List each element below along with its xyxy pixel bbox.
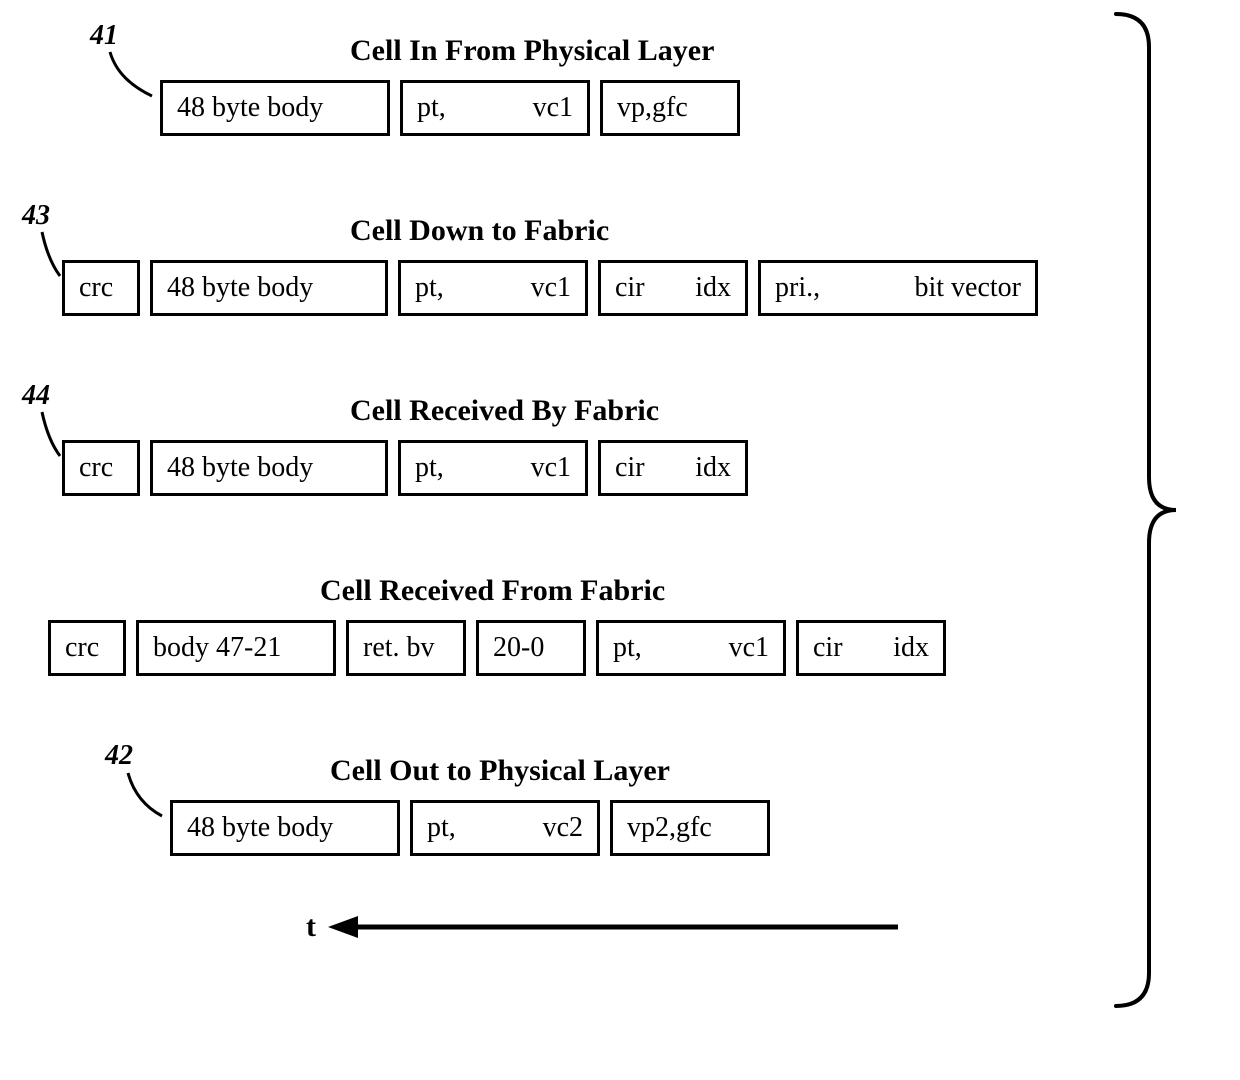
row-title: Cell In From Physical Layer xyxy=(350,34,714,68)
field-segment: idx xyxy=(867,632,929,664)
fields-row: crc48 byte bodypt,vc1ciridxpri.,bit vect… xyxy=(62,260,1038,316)
field-box: 20-0 xyxy=(476,620,586,676)
field-text: 48 byte body xyxy=(187,812,333,844)
field-segment: idx xyxy=(669,272,731,304)
field-segment: cir xyxy=(813,632,867,664)
row-title: Cell Received From Fabric xyxy=(320,574,665,608)
field-box: 48 byte body xyxy=(150,260,388,316)
field-text: 20-0 xyxy=(493,632,544,664)
field-segment: pt, xyxy=(427,812,476,844)
time-axis: t xyxy=(306,910,902,944)
row-title: Cell Down to Fabric xyxy=(350,214,609,248)
field-text: 48 byte body xyxy=(167,272,313,304)
field-text: 48 byte body xyxy=(177,92,323,124)
field-segment: vc1 xyxy=(464,272,571,304)
field-segment: vc1 xyxy=(464,452,571,484)
field-text: crc xyxy=(79,452,113,484)
field-text: body 47-21 xyxy=(153,632,281,664)
field-box: crc xyxy=(62,260,140,316)
field-box: crc xyxy=(48,620,126,676)
reference-label: 42 xyxy=(105,740,133,772)
field-segment: pt, xyxy=(417,92,466,124)
time-axis-label: t xyxy=(306,910,316,944)
field-box: ret. bv xyxy=(346,620,466,676)
fields-row: crcbody 47-21ret. bv20-0pt,vc1ciridx xyxy=(48,620,946,676)
field-box: pt,vc1 xyxy=(596,620,786,676)
field-segment: pt, xyxy=(415,272,464,304)
field-text: crc xyxy=(65,632,99,664)
arrow-left-icon xyxy=(328,912,902,942)
field-box: ciridx xyxy=(796,620,946,676)
field-text: crc xyxy=(79,272,113,304)
field-box: pt,vc2 xyxy=(410,800,600,856)
field-segment: pt, xyxy=(415,452,464,484)
field-box: body 47-21 xyxy=(136,620,336,676)
field-box: vp,gfc xyxy=(600,80,740,136)
field-box: 48 byte body xyxy=(150,440,388,496)
field-segment: cir xyxy=(615,272,669,304)
field-segment: pri., xyxy=(775,272,872,304)
field-box: pt,vc1 xyxy=(400,80,590,136)
diagram-canvas: Cell In From Physical Layer 48 byte body p… xyxy=(0,0,1240,1080)
fields-row: crc48 byte bodypt,vc1ciridx xyxy=(62,440,748,496)
field-box: ciridx xyxy=(598,260,748,316)
field-text: ret. bv xyxy=(363,632,435,664)
field-segment: idx xyxy=(669,452,731,484)
field-box: vp2,gfc xyxy=(610,800,770,856)
row-title: Cell Received By Fabric xyxy=(350,394,659,428)
field-box: 48 byte body xyxy=(170,800,400,856)
field-text: vp2,gfc xyxy=(627,812,712,844)
fields-row: 48 byte body pt,vc2 vp2,gfc xyxy=(170,800,770,856)
row-title: Cell Out to Physical Layer xyxy=(330,754,670,788)
brace-icon xyxy=(1112,10,1180,1010)
field-segment: pt, xyxy=(613,632,662,664)
field-box: pt,vc1 xyxy=(398,260,588,316)
field-segment: bit vector xyxy=(872,272,1021,304)
fields-row: 48 byte body pt,vc1 vp,gfc xyxy=(160,80,740,136)
field-segment: vc2 xyxy=(476,812,583,844)
reference-label: 41 xyxy=(90,20,118,52)
field-text: 48 byte body xyxy=(167,452,313,484)
field-segment: vc1 xyxy=(466,92,573,124)
field-text: vp,gfc xyxy=(617,92,688,124)
field-box: pt,vc1 xyxy=(398,440,588,496)
reference-label: 43 xyxy=(22,200,50,232)
field-segment: cir xyxy=(615,452,669,484)
field-box: pri.,bit vector xyxy=(758,260,1038,316)
field-box: crc xyxy=(62,440,140,496)
field-box: 48 byte body xyxy=(160,80,390,136)
reference-label: 44 xyxy=(22,380,50,412)
field-segment: vc1 xyxy=(662,632,769,664)
field-box: ciridx xyxy=(598,440,748,496)
